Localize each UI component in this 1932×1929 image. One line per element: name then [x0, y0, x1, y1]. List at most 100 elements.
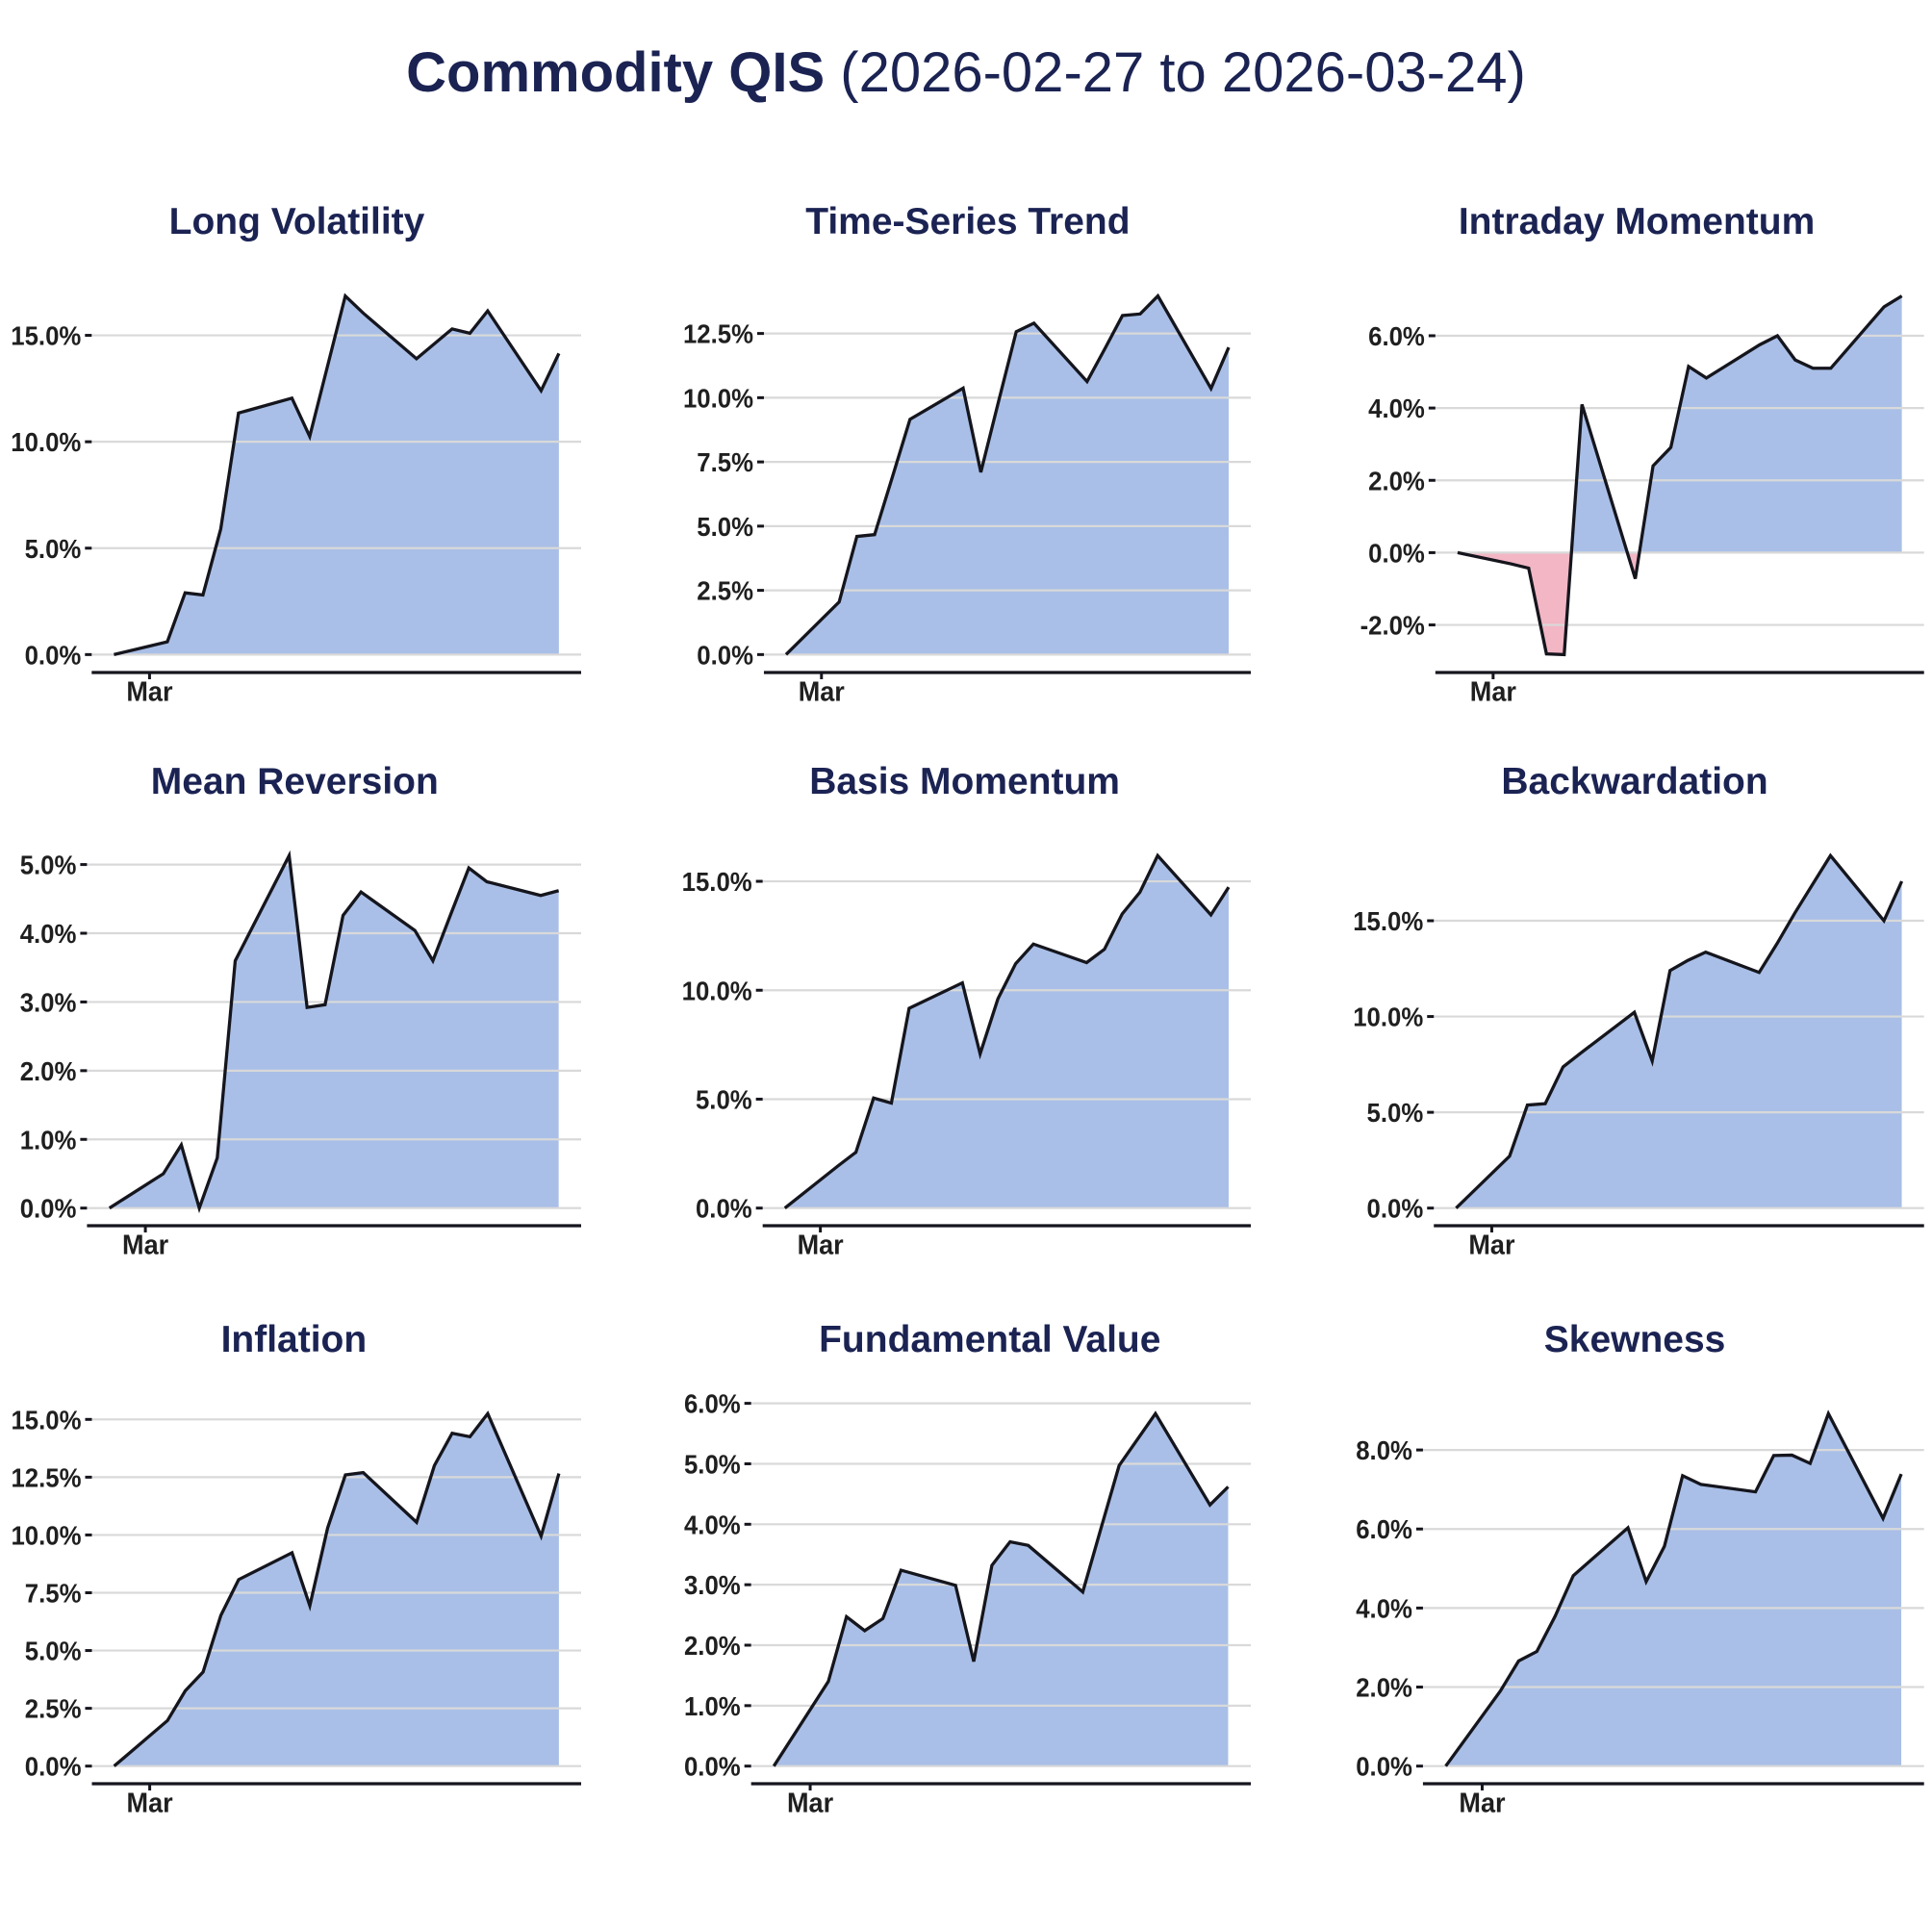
subplot-canvas: Skewness 0.0% 2.0% 4.0% 6.0% 8.0% Mar [1356, 1319, 1924, 1818]
data-line [785, 292, 1231, 656]
x-tick-label: Mar [127, 1788, 173, 1818]
y-tick-label: 5.0% [698, 512, 754, 542]
subplot-basis-momentum: Basis Momentum 0.0% 5.0% 10.0% 15.0% Mar [644, 723, 1288, 1344]
subplot-title: Inflation [221, 1319, 368, 1360]
y-tick-label: 10.0% [11, 427, 81, 457]
area-fill [109, 855, 559, 1208]
y-tick-label: 4.0% [1356, 1593, 1412, 1623]
y-tick-label: 2.0% [1356, 1673, 1412, 1703]
y-tick-label: 10.0% [682, 976, 752, 1005]
x-tick-label: Mar [1468, 1230, 1514, 1260]
y-tick-label: 2.5% [25, 1694, 82, 1724]
y-tick-label: 1.0% [684, 1691, 741, 1721]
subplot-long-volatility: Long Volatility 0.0% 5.0% 10.0% 15.0% Mar [0, 164, 645, 784]
page-title: Commodity QIS (2026-02-27 to 2026-03-24) [0, 45, 1932, 101]
x-tick-label: Mar [126, 676, 172, 707]
y-tick-label: 2.0% [1368, 466, 1425, 495]
y-tick-label: 15.0% [682, 867, 752, 897]
area-fill [774, 1413, 1229, 1766]
x-tick-label: Mar [1459, 1788, 1505, 1818]
y-tick-label: 15.0% [1353, 906, 1423, 936]
subplot-intraday-momentum: Intraday Momentum -2.0% 0.0% 2.0% 4.0% 6.0% Ma… [1288, 164, 1932, 784]
y-tick-label: 0.0% [25, 1752, 82, 1782]
y-tick-label: 12.5% [683, 319, 753, 349]
subplot-title: Time-Series Trend [806, 201, 1131, 242]
x-tick-label: Mar [787, 1788, 833, 1818]
data-line [113, 1410, 561, 1767]
y-tick-label: 15.0% [11, 321, 81, 351]
area-fill [1456, 855, 1902, 1208]
subplot-canvas: Basis Momentum 0.0% 5.0% 10.0% 15.0% Mar [682, 761, 1252, 1260]
page-title-range: (2026-02-27 to 2026-03-24) [825, 41, 1526, 104]
y-tick-label: 15.0% [11, 1405, 81, 1434]
subplot-canvas: Intraday Momentum -2.0% 0.0% 2.0% 4.0% 6.0% Ma… [1360, 201, 1924, 707]
page-title-main: Commodity QIS [406, 41, 826, 104]
subplot-canvas: Long Volatility 0.0% 5.0% 10.0% 15.0% Mar [11, 201, 581, 707]
subplot-canvas: Backwardation 0.0% 5.0% 10.0% 15.0% Mar [1353, 761, 1924, 1260]
y-tick-label: 10.0% [1353, 1003, 1423, 1032]
y-tick-label: 0.0% [696, 1194, 752, 1224]
data-line [114, 292, 561, 656]
subplot-title: Intraday Momentum [1458, 201, 1814, 242]
area-fill [1445, 1413, 1901, 1766]
subplot-canvas: Mean Reversion 0.0% 1.0% 2.0% 3.0% 4.0% 5.0% Ma… [20, 761, 581, 1260]
y-tick-label: 0.0% [1356, 1752, 1412, 1782]
x-tick-label: Mar [1469, 676, 1515, 707]
y-tick-label: 5.0% [684, 1449, 741, 1479]
x-tick-label: Mar [798, 1230, 844, 1260]
y-tick-label: 3.0% [20, 987, 77, 1017]
data-line [1457, 294, 1903, 657]
y-tick-label: 2.0% [684, 1631, 741, 1661]
y-tick-label: 1.0% [20, 1125, 77, 1155]
y-tick-label: 4.0% [20, 919, 77, 949]
area-fill [785, 855, 1230, 1208]
y-tick-label: 10.0% [11, 1520, 81, 1550]
x-tick-label: Mar [799, 676, 845, 707]
subplot-fundamental-value: Fundamental Value 0.0% 1.0% 2.0% 3.0% 4.0% 5.0… [644, 1282, 1288, 1902]
y-tick-label: 0.0% [1368, 538, 1425, 568]
y-tick-label: 0.0% [684, 1752, 741, 1782]
data-line [108, 850, 560, 1214]
y-tick-label: 5.0% [25, 1637, 82, 1666]
y-tick-label: 6.0% [684, 1389, 741, 1419]
data-line [1443, 1409, 1903, 1767]
y-tick-label: 7.5% [25, 1579, 82, 1609]
y-tick-label: 6.0% [1368, 321, 1425, 351]
data-line [1454, 852, 1903, 1209]
area-fill-positive [1570, 295, 1902, 553]
subplot-title: Backwardation [1501, 761, 1767, 802]
subplot-title: Skewness [1543, 1319, 1725, 1360]
y-tick-label: -2.0% [1360, 611, 1424, 641]
y-tick-label: 8.0% [1356, 1435, 1412, 1465]
y-tick-label: 2.5% [698, 576, 754, 606]
y-tick-label: 5.0% [1366, 1098, 1423, 1128]
data-line [773, 1410, 1230, 1767]
y-tick-label: 5.0% [696, 1084, 752, 1114]
y-tick-label: 3.0% [684, 1570, 741, 1600]
area-fill [114, 295, 559, 655]
y-tick-label: 5.0% [25, 534, 82, 564]
y-tick-label: 12.5% [11, 1462, 81, 1492]
subplot-time-series-trend: Time-Series Trend 0.0% 2.5% 5.0% 7.5% 10.0% 12… [644, 164, 1288, 784]
subplot-title: Basis Momentum [810, 761, 1121, 802]
y-tick-label: 4.0% [1368, 393, 1425, 423]
area-fill [786, 295, 1230, 655]
y-tick-label: 10.0% [683, 383, 753, 413]
data-line [784, 852, 1231, 1209]
x-tick-label: Mar [122, 1230, 168, 1260]
subplot-canvas: Time-Series Trend 0.0% 2.5% 5.0% 7.5% 10.0% 12… [683, 201, 1252, 707]
subplot-mean-reversion: Mean Reversion 0.0% 1.0% 2.0% 3.0% 4.0% 5.0% Ma… [0, 723, 645, 1344]
subplot-title: Mean Reversion [151, 761, 439, 802]
subplot-title: Fundamental Value [819, 1319, 1160, 1360]
y-tick-label: 7.5% [698, 447, 754, 477]
subplot-skewness: Skewness 0.0% 2.0% 4.0% 6.0% 8.0% Mar [1288, 1282, 1932, 1902]
y-tick-label: 5.0% [20, 850, 77, 880]
y-tick-label: 6.0% [1356, 1514, 1412, 1544]
subplot-canvas: Fundamental Value 0.0% 1.0% 2.0% 3.0% 4.0% 5.0… [684, 1319, 1252, 1818]
subplot-inflation: Inflation 0.0% 2.5% 5.0% 7.5% 10.0% 12.5% 15.0%… [0, 1282, 645, 1902]
area-fill [114, 1413, 559, 1766]
y-tick-label: 0.0% [25, 640, 82, 670]
y-tick-label: 2.0% [20, 1056, 77, 1086]
